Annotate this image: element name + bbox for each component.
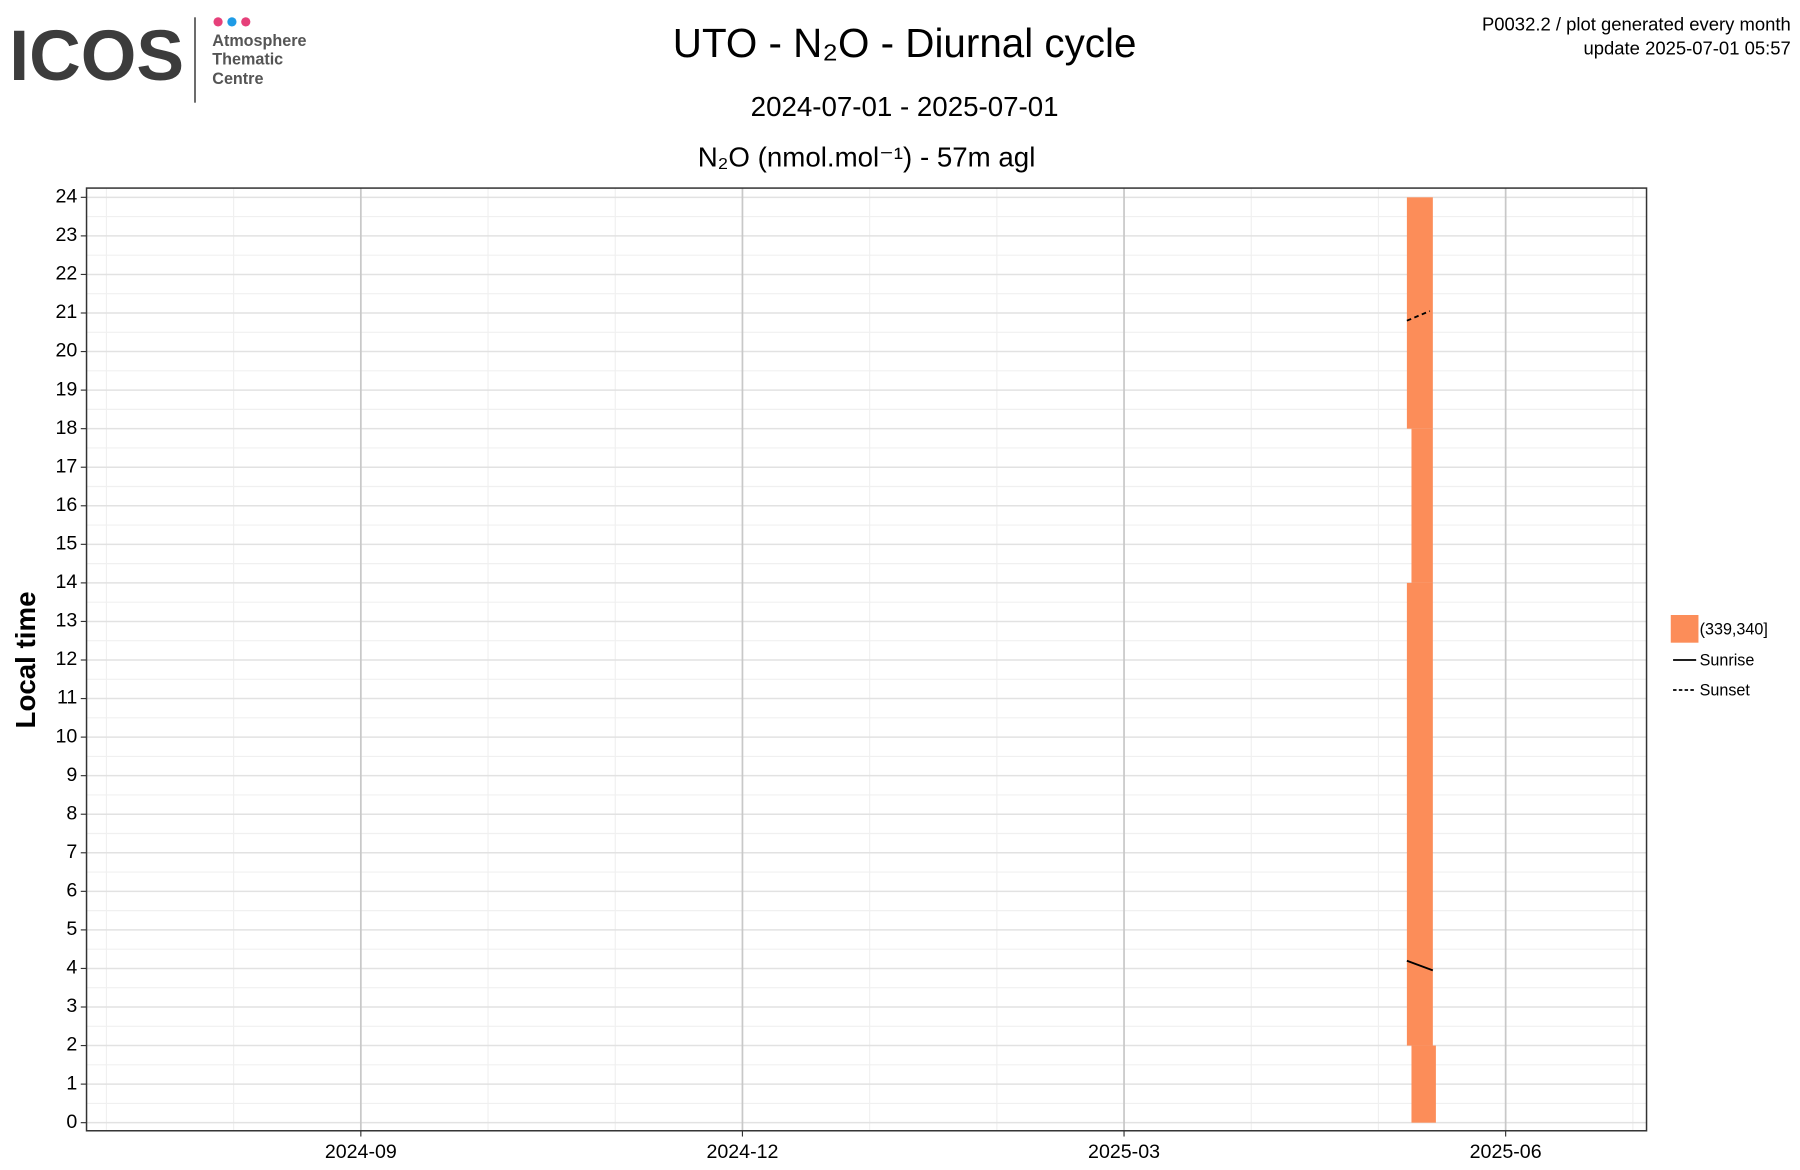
y-tick-label: 19: [55, 378, 77, 400]
legend-label: Sunrise: [1700, 651, 1755, 669]
logo-dot: [213, 17, 223, 27]
y-tick-label: 1: [66, 1072, 77, 1094]
logo-text: Centre: [212, 70, 263, 88]
y-axis-label: Local time: [10, 592, 41, 729]
legend-label: Sunset: [1700, 681, 1751, 699]
y-tick-label: 11: [57, 687, 77, 709]
y-tick-label: 12: [55, 648, 77, 670]
y-tick-label: 2: [66, 1034, 77, 1056]
tile: [1411, 1045, 1436, 1123]
y-tick-label: 13: [55, 610, 77, 632]
x-tick-label: 2024-12: [706, 1141, 778, 1163]
y-tick-label: 15: [55, 533, 77, 555]
y-tick-label: 7: [66, 841, 77, 863]
logo-text: Thematic: [212, 50, 283, 68]
y-tick-label: 0: [66, 1111, 77, 1133]
note: P0032.2 / plot generated every month: [1482, 13, 1791, 34]
y-tick-label: 20: [55, 340, 77, 362]
y-tick-label: 24: [55, 186, 77, 208]
x-tick-label: 2025-03: [1088, 1141, 1160, 1163]
y-tick-label: 21: [55, 301, 77, 323]
y-tick-label: 14: [55, 571, 77, 593]
tile: [1406, 582, 1433, 1046]
tile: [1406, 197, 1433, 429]
y-tick-label: 23: [55, 224, 77, 246]
logo-dot: [241, 17, 251, 27]
legend-key: [1670, 615, 1699, 643]
legend-label: (339,340]: [1700, 620, 1768, 638]
note: update 2025-07-01 05:57: [1584, 37, 1791, 58]
panel-border: [85, 187, 1648, 1132]
y-tick-label: 3: [66, 995, 77, 1017]
y-tick-label: 22: [55, 263, 77, 285]
y-tick-label: 16: [55, 494, 77, 516]
tile: [1411, 428, 1433, 583]
y-tick-label: 4: [66, 957, 77, 979]
x-tick-label: 2024-09: [325, 1141, 397, 1163]
x-tick-label: 2025-06: [1470, 1141, 1542, 1163]
y-tick-label: 18: [55, 417, 77, 439]
chart-subtitle: 2024-07-01 - 2025-07-01: [751, 91, 1059, 122]
y-tick-label: 10: [55, 725, 77, 747]
logo-text: Atmosphere: [212, 32, 306, 50]
y-tick-label: 8: [66, 802, 77, 824]
y-tick-label: 6: [66, 880, 77, 902]
y-tick-label: 17: [55, 455, 77, 477]
logo-dot: [227, 17, 237, 27]
chart-title: UTO - N₂O - Diurnal cycle: [673, 20, 1137, 66]
logo: ICOS Atmosphere Thematic Centre: [9, 16, 307, 103]
line-series: [1406, 310, 1431, 322]
panel-title: N₂O (nmol.mol⁻¹) - 57m agl: [698, 142, 1036, 173]
line-series: [1406, 959, 1434, 972]
logo-name: ICOS: [9, 16, 184, 96]
y-tick-label: 9: [66, 764, 77, 786]
y-tick-label: 5: [66, 918, 77, 940]
